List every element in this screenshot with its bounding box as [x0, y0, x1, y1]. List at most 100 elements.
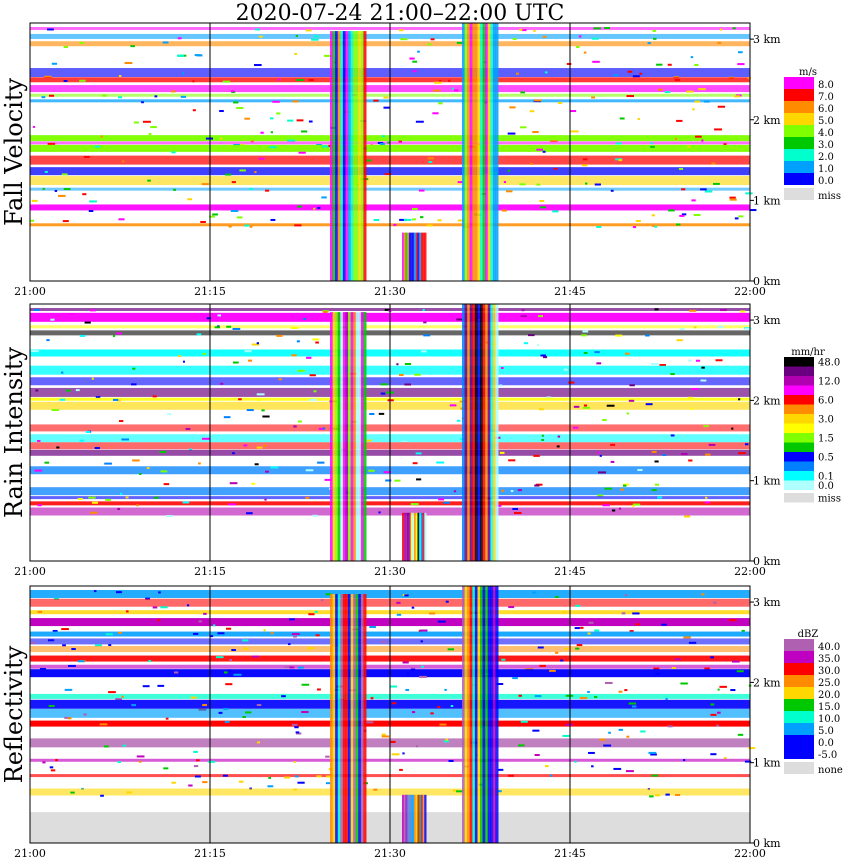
echo-speckle [686, 90, 694, 93]
x-tick-label: 21:15 [194, 847, 226, 860]
rain-column-strip [414, 794, 417, 843]
echo-speckle [378, 412, 385, 415]
echo-speckle [419, 629, 428, 632]
rain-column-strip [422, 232, 425, 281]
echo-speckle [659, 364, 666, 367]
echo-speckle [744, 327, 752, 330]
legend-swatch [784, 480, 814, 490]
echo-speckle [233, 673, 242, 676]
x-tick-label: 21:45 [554, 285, 586, 298]
legend-label: 48.0 [818, 358, 840, 369]
echo-speckle [591, 37, 599, 40]
rain-column-strip [405, 512, 408, 561]
echo-speckle [687, 145, 691, 148]
legend: dBZ 40.035.030.025.020.015.010.05.00.0-5.… [784, 629, 843, 776]
echo-speckle [457, 181, 463, 184]
echo-speckle [549, 774, 553, 777]
echo-speckle [729, 196, 736, 199]
legend-swatch [784, 385, 814, 395]
legend-swatch [784, 663, 814, 675]
echo-speckle [308, 120, 313, 123]
echo-speckle [112, 335, 116, 338]
echo-speckle [396, 613, 402, 616]
echo-speckle [263, 444, 267, 447]
echo-speckle [414, 373, 421, 376]
echo-speckle [503, 181, 507, 184]
y-tick-label: 0 km [753, 275, 781, 288]
echo-speckle [228, 225, 232, 228]
echo-speckle [85, 430, 91, 433]
echo-speckle [688, 641, 697, 644]
echo-speckle [564, 647, 569, 650]
echo-speckle [152, 606, 158, 609]
echo-speckle [654, 225, 658, 228]
echo-speckle [610, 189, 614, 192]
rain-column-strip [414, 232, 417, 281]
echo-speckle [521, 309, 525, 312]
echo-speckle [434, 81, 442, 84]
echo-speckle [262, 415, 270, 418]
panel-2: 21:00 21:15 21:30 21:45 22:000 km 1 km 2 km 3 k… [0, 303, 841, 578]
echo-speckle [651, 774, 659, 777]
echo-speckle [284, 666, 293, 669]
echo-speckle [278, 378, 283, 381]
echo-speckle [613, 767, 622, 770]
echo-speckle [68, 664, 76, 667]
chart-title: 2020-07-24 21:00–22:00 UTC [235, 1, 565, 26]
echo-speckle [62, 220, 69, 223]
echo-speckle [703, 100, 710, 103]
echo-speckle [125, 496, 129, 499]
echo-speckle [301, 130, 308, 133]
echo-speckle [370, 697, 374, 700]
legend-swatch [784, 77, 814, 89]
echo-speckle [629, 384, 635, 387]
echo-speckle [445, 600, 449, 603]
echo-speckle [506, 190, 513, 193]
echo-speckle [79, 41, 85, 44]
echo-speckle [400, 38, 408, 41]
echo-speckle [124, 61, 133, 64]
echo-speckle [738, 452, 746, 455]
echo-speckle [533, 29, 536, 32]
echo-speckle [317, 461, 325, 464]
echo-speckle [448, 79, 451, 82]
echo-speckle [406, 672, 410, 675]
echo-speckle [223, 671, 228, 674]
rain-column-strip [410, 794, 413, 843]
echo-speckle [714, 128, 723, 131]
echo-speckle [227, 669, 232, 672]
echo-speckle [668, 209, 675, 212]
echo-speckle [418, 189, 425, 192]
echo-speckle [238, 780, 244, 783]
legend-unit: mm/hr [791, 347, 825, 358]
echo-speckle [131, 383, 137, 386]
rain-column-strip [477, 23, 481, 281]
echo-speckle [242, 716, 247, 719]
echo-speckle [518, 744, 525, 747]
rain-column-strip [480, 23, 484, 281]
echo-speckle [387, 399, 394, 402]
echo-speckle [583, 351, 588, 354]
echo-speckle [732, 660, 740, 663]
echo-speckle [432, 112, 439, 115]
echo-speckle [729, 198, 737, 201]
rain-column-strip [342, 594, 346, 843]
echo-speckle [718, 723, 723, 726]
echo-speckle [520, 315, 527, 318]
echo-speckle [737, 733, 744, 736]
echo-speckle [132, 367, 136, 370]
echo-speckle [67, 313, 76, 316]
rain-column-strip [353, 312, 357, 561]
echo-speckle [562, 611, 567, 614]
echo-speckle [655, 794, 661, 797]
echo-speckle [719, 685, 727, 688]
echo-speckle [246, 409, 254, 412]
echo-speckle [83, 713, 87, 716]
echo-speckle [380, 383, 388, 386]
echo-speckle [651, 489, 657, 492]
rain-column-strip [464, 304, 468, 561]
echo-speckle [674, 658, 681, 661]
echo-speckle [557, 101, 563, 104]
echo-speckle [373, 99, 379, 102]
echo-speckle [574, 627, 580, 630]
